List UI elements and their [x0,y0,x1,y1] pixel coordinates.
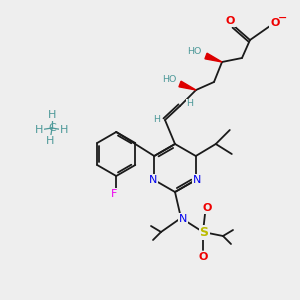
Text: O: O [225,16,235,26]
Polygon shape [179,81,196,90]
Text: S: S [200,226,208,238]
Text: HO: HO [187,47,201,56]
Text: −: − [278,13,288,23]
Text: H: H [187,100,194,109]
Text: H: H [60,125,68,135]
Text: C: C [48,123,56,133]
Text: O: O [270,18,280,28]
Text: H: H [154,115,160,124]
Text: O: O [202,203,212,213]
Text: H: H [46,136,54,146]
Text: N: N [193,175,201,185]
Text: F: F [111,189,117,199]
Text: N: N [149,175,158,185]
Text: O: O [198,252,208,262]
Polygon shape [205,53,222,62]
Text: HO: HO [162,76,176,85]
Text: H: H [48,110,56,120]
Text: N: N [179,214,187,224]
Text: H: H [35,125,43,135]
